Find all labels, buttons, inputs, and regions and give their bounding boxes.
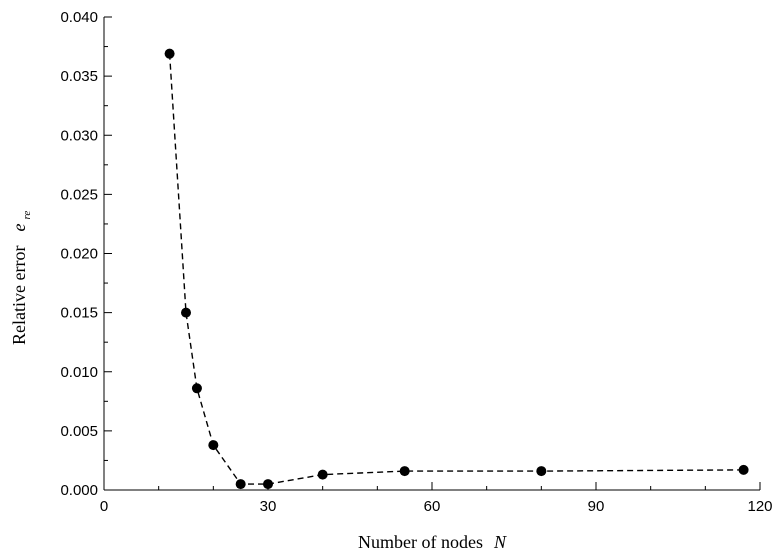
y-tick-label: 0.040	[60, 9, 98, 26]
axes	[103, 17, 760, 491]
data-point	[317, 469, 328, 480]
data-point	[164, 48, 175, 59]
data-point	[738, 464, 749, 475]
y-axis-title: Relative error e re	[9, 211, 33, 345]
y-tick-label: 0.005	[60, 423, 98, 440]
series	[164, 48, 749, 490]
y-tick-label: 0.030	[60, 127, 98, 144]
data-point	[181, 307, 191, 318]
y-tick-label: 0.035	[60, 68, 98, 85]
ticks: 0 30 60 90 120 0.000 0.005 0.010 0.015 0.020 0.025…	[60, 9, 772, 515]
x-tick-label: 120	[747, 498, 772, 515]
y-tick-label: 0.015	[60, 305, 98, 322]
x-tick-label: 0	[100, 498, 108, 515]
data-point	[191, 383, 202, 394]
y-tick-label: 0.010	[60, 364, 98, 381]
x-tick-label: 30	[260, 498, 277, 515]
y-axis-variable-subscript: re	[21, 211, 33, 220]
data-point	[208, 440, 219, 451]
data-point	[263, 479, 273, 490]
x-tick-label: 90	[588, 498, 605, 515]
x-axis-title: Number of nodes N	[358, 532, 507, 552]
x-axis-variable: N	[493, 532, 507, 552]
x-tick-label: 60	[424, 498, 441, 515]
y-tick-label: 0.025	[60, 186, 98, 203]
x-axis-label: Number of nodes	[358, 532, 483, 552]
data-point	[536, 466, 547, 477]
y-tick-label: 0.020	[60, 246, 98, 263]
y-axis-label: Relative error	[9, 246, 29, 345]
y-axis-variable: e	[9, 224, 29, 232]
data-point	[235, 479, 246, 490]
series-line	[168, 53, 744, 485]
y-tick-label: 0.000	[60, 482, 98, 499]
data-point	[399, 466, 410, 477]
